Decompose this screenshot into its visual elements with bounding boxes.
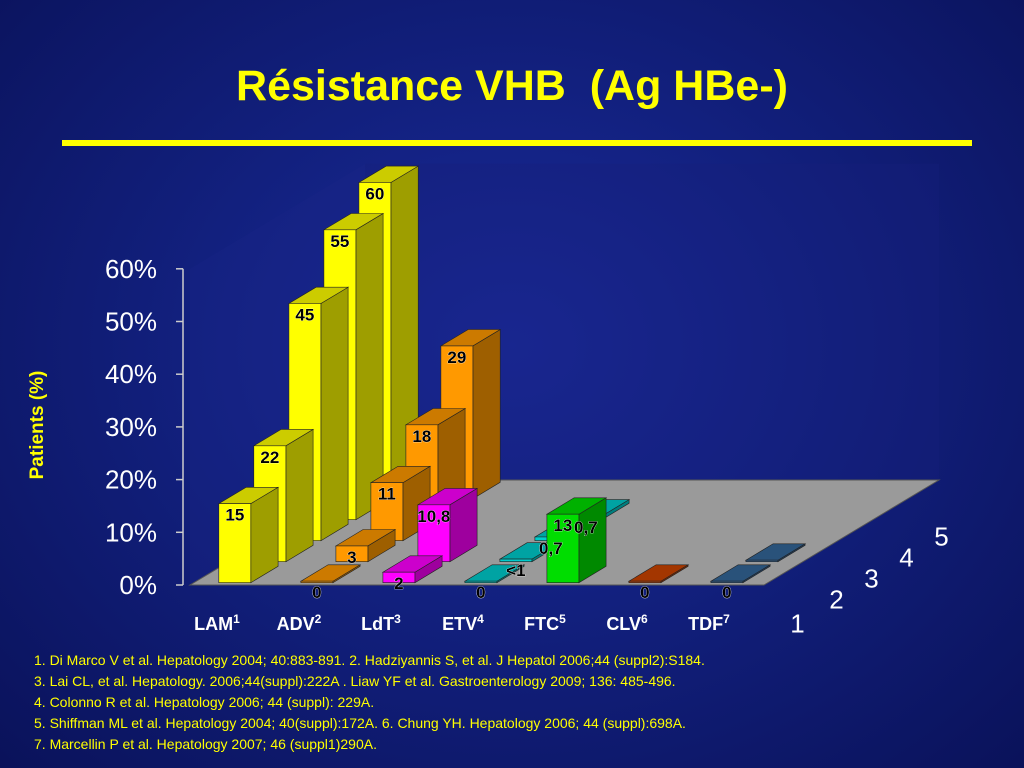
bar-value-label: 0 xyxy=(312,583,321,602)
references: 1. Di Marco V et al. Hepatology 2004; 40… xyxy=(34,650,994,755)
bar-side xyxy=(320,286,349,542)
bar-value-label: <1 xyxy=(506,561,525,580)
bar-side xyxy=(472,328,501,500)
reference-line: 1. Di Marco V et al. Hepatology 2004; 40… xyxy=(34,652,705,668)
bar-front xyxy=(710,580,744,584)
depth-label: 2 xyxy=(829,585,843,615)
bar-side xyxy=(355,212,384,521)
category-label: LAM1 xyxy=(194,612,240,634)
bar-front xyxy=(300,580,334,584)
bar-front xyxy=(546,513,580,584)
bar-front xyxy=(628,580,662,584)
back-wall xyxy=(365,163,939,481)
slide-title: Résistance VHB (Ag HBe-) xyxy=(236,62,788,110)
reference-line: 7. Marcellin P et al. Hepatology 2007; 4… xyxy=(34,736,377,752)
bar-front xyxy=(335,545,369,563)
bar-value-label: 15 xyxy=(225,506,244,525)
bar-value-label: 13 xyxy=(553,516,572,535)
y-tick-label: 20% xyxy=(105,465,157,495)
category-label: TDF7 xyxy=(688,612,730,634)
bar-side xyxy=(285,428,314,563)
depth-label: 3 xyxy=(864,564,878,594)
category-label: ADV2 xyxy=(277,612,322,634)
bar-value-label: 22 xyxy=(260,448,279,467)
bar-value-label: 10,8 xyxy=(417,507,450,526)
category-label: FTC5 xyxy=(524,612,566,634)
bar-front xyxy=(745,559,779,563)
bar-value-label: 0,7 xyxy=(539,539,563,558)
bar-value-label: 0,7 xyxy=(574,518,598,537)
bar-value-label: 11 xyxy=(378,485,396,504)
y-tick-label: 40% xyxy=(105,359,157,389)
bar-front xyxy=(464,580,498,584)
bar-front xyxy=(382,571,416,584)
depth-label: 1 xyxy=(790,609,804,639)
reference-line: 5. Shiffman ML et al. Hepatology 2004; 4… xyxy=(34,715,686,731)
bar-value-label: 60 xyxy=(365,184,384,203)
category-label: ETV4 xyxy=(442,612,484,634)
y-tick-label: 60% xyxy=(105,254,157,284)
depth-label: 4 xyxy=(899,543,913,573)
depth-label: 5 xyxy=(934,522,948,552)
bar-value-label: 18 xyxy=(412,427,431,446)
bar-value-label: 29 xyxy=(447,348,466,367)
bar-value-label: 0 xyxy=(722,583,731,602)
category-label: LdT3 xyxy=(361,612,401,634)
bar-value-label: 0 xyxy=(640,583,649,602)
title-underline xyxy=(62,140,972,146)
y-tick-label: 0% xyxy=(119,570,157,600)
y-tick-label: 50% xyxy=(105,307,157,337)
category-label: CLV6 xyxy=(606,612,648,634)
y-tick-label: 10% xyxy=(105,517,157,547)
bar-value-label: 45 xyxy=(295,306,314,325)
reference-line: 4. Colonno R et al. Hepatology 2006; 44 … xyxy=(34,694,375,710)
bar-front xyxy=(499,558,533,563)
reference-line: 3. Lai CL, et al. Hepatology. 2006;44(su… xyxy=(34,673,676,689)
y-tick-label: 30% xyxy=(105,412,157,442)
bar-side xyxy=(250,486,279,584)
bar-value-label: 0 xyxy=(476,583,485,602)
bar-value-label: 3 xyxy=(347,548,356,567)
bar-value-label: 55 xyxy=(330,232,349,251)
bar-front xyxy=(218,503,252,584)
bar-value-label: 2 xyxy=(394,574,403,593)
